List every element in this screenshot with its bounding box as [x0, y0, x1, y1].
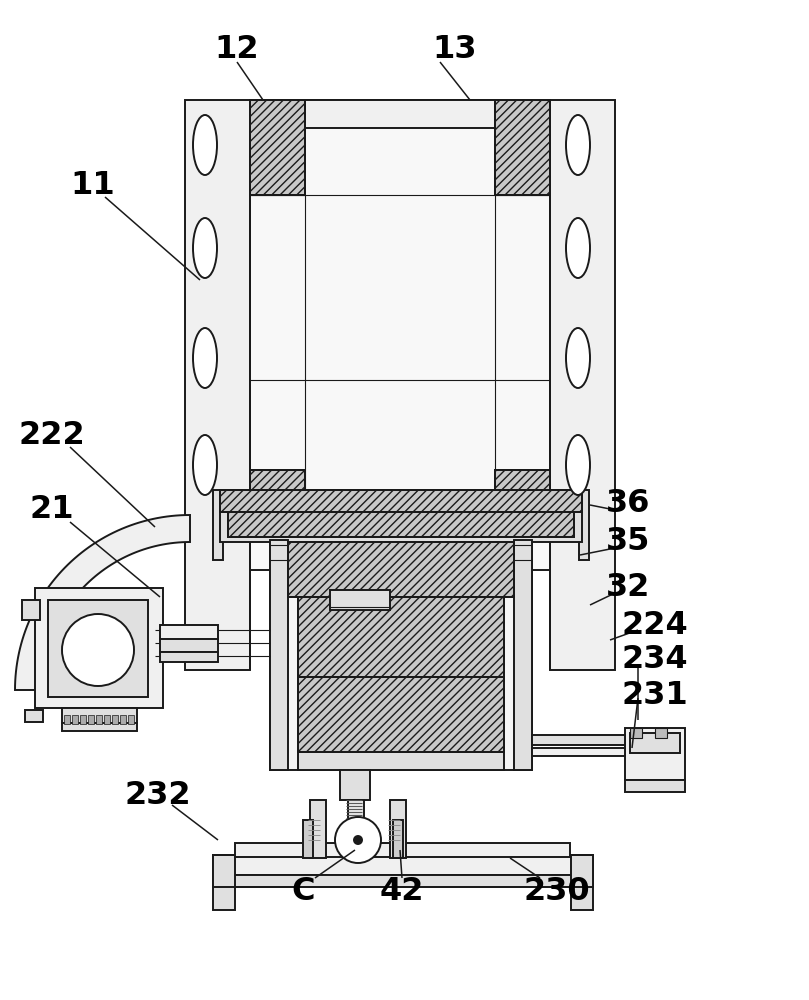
Bar: [250, 100, 305, 195]
Bar: [160, 625, 218, 639]
Bar: [128, 715, 134, 724]
Bar: [220, 512, 582, 542]
Text: 42: 42: [379, 876, 424, 908]
Text: 222: 222: [19, 420, 86, 450]
Text: 13: 13: [433, 34, 477, 66]
Bar: [235, 843, 570, 857]
Bar: [160, 638, 218, 652]
Bar: [228, 512, 574, 537]
Bar: [298, 752, 504, 770]
Ellipse shape: [566, 115, 590, 175]
Text: 232: 232: [125, 780, 191, 810]
Bar: [630, 728, 642, 738]
Text: C: C: [291, 876, 315, 908]
Bar: [250, 470, 305, 492]
Bar: [625, 780, 685, 792]
Text: 234: 234: [621, 645, 688, 676]
Bar: [228, 512, 574, 537]
Bar: [213, 855, 235, 910]
Bar: [22, 600, 40, 620]
Text: 35: 35: [606, 526, 650, 558]
Text: 32: 32: [606, 572, 650, 603]
Bar: [348, 800, 364, 822]
Bar: [298, 677, 504, 752]
Bar: [310, 800, 326, 858]
Bar: [213, 490, 223, 560]
Bar: [288, 542, 514, 597]
Polygon shape: [15, 515, 190, 690]
Bar: [104, 715, 110, 724]
Ellipse shape: [193, 115, 217, 175]
Bar: [270, 540, 532, 770]
Circle shape: [335, 817, 381, 863]
Bar: [579, 490, 589, 560]
Bar: [270, 540, 288, 770]
Bar: [80, 715, 86, 724]
Text: 231: 231: [621, 680, 688, 710]
Text: 11: 11: [70, 169, 116, 200]
Bar: [495, 100, 550, 195]
Bar: [390, 800, 406, 858]
Bar: [185, 100, 250, 670]
Bar: [495, 100, 550, 195]
Circle shape: [62, 614, 134, 686]
Bar: [62, 723, 137, 731]
Text: 230: 230: [523, 876, 591, 908]
Bar: [571, 855, 593, 910]
Bar: [72, 715, 78, 724]
Bar: [330, 590, 390, 610]
Bar: [298, 597, 504, 677]
Bar: [303, 820, 313, 858]
Bar: [625, 728, 685, 780]
Ellipse shape: [193, 435, 217, 495]
Bar: [88, 715, 94, 724]
Bar: [250, 100, 550, 128]
Bar: [250, 470, 305, 492]
Bar: [495, 470, 550, 492]
Bar: [298, 597, 504, 677]
Bar: [250, 100, 305, 195]
Bar: [340, 770, 370, 800]
Bar: [298, 677, 504, 752]
Ellipse shape: [566, 218, 590, 278]
Bar: [220, 490, 582, 512]
Bar: [393, 820, 403, 858]
Bar: [288, 542, 514, 597]
Bar: [25, 710, 43, 722]
Bar: [64, 715, 70, 724]
Bar: [62, 708, 137, 723]
Bar: [213, 855, 593, 875]
Bar: [160, 652, 218, 662]
Ellipse shape: [193, 218, 217, 278]
Ellipse shape: [566, 435, 590, 495]
Bar: [213, 875, 593, 887]
Ellipse shape: [566, 328, 590, 388]
Bar: [630, 733, 680, 753]
Circle shape: [354, 836, 362, 844]
Text: 21: 21: [30, 494, 74, 526]
Bar: [120, 715, 126, 724]
Bar: [250, 100, 550, 570]
Text: 224: 224: [621, 609, 688, 641]
Bar: [220, 490, 582, 512]
Bar: [532, 735, 625, 745]
Bar: [655, 728, 667, 738]
Bar: [35, 588, 163, 708]
Bar: [532, 748, 625, 756]
Text: 12: 12: [214, 34, 260, 66]
Bar: [96, 715, 102, 724]
Bar: [514, 540, 532, 770]
Text: 36: 36: [606, 488, 650, 518]
Bar: [48, 600, 148, 697]
Bar: [495, 470, 550, 492]
Ellipse shape: [193, 328, 217, 388]
Bar: [112, 715, 118, 724]
Bar: [550, 100, 615, 670]
